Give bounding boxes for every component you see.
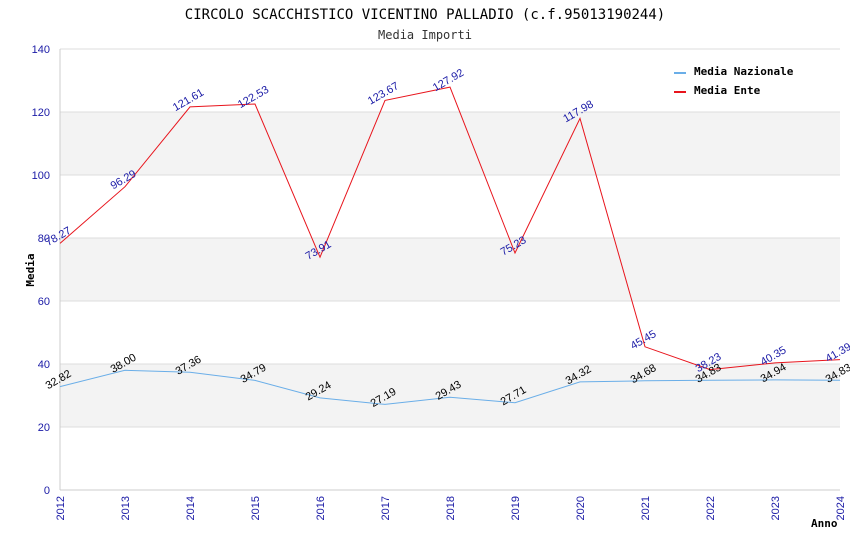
chart-subtitle: Media Importi: [378, 28, 472, 42]
y-tick-label: 20: [38, 422, 50, 434]
x-tick-labels: 2012 2013 2014 2015 2016 2017 2018 2019 2020 2021…: [55, 496, 847, 520]
y-axis-title: Media: [24, 253, 37, 286]
x-tick-label: 2023: [770, 496, 782, 520]
x-tick-label: 2014: [185, 496, 197, 520]
data-label: 121.61: [171, 87, 206, 114]
y-tick-labels: 0 20 40 60 80 100 120 140: [32, 44, 50, 497]
data-label: 45.45: [629, 328, 659, 352]
y-tick-label: 60: [38, 296, 50, 308]
grid-bands: [60, 112, 840, 427]
x-tick-label: 2024: [835, 496, 847, 520]
y-tick-label: 0: [44, 485, 50, 497]
x-axis-title: Anno: [811, 517, 838, 530]
x-tick-label: 2012: [55, 496, 67, 520]
series-line-media-nazionale: [59, 369, 841, 405]
y-tick-label: 40: [38, 359, 50, 371]
x-tick-label: 2013: [120, 496, 132, 520]
legend: Media Nazionale Media Ente: [674, 65, 794, 97]
x-tick-label: 2021: [640, 496, 652, 520]
y-tick-label: 140: [32, 44, 50, 56]
data-label: 127.92: [431, 67, 466, 94]
x-tick-label: 2022: [705, 496, 717, 520]
series-line-media-ente: [59, 86, 841, 371]
x-tick-label: 2019: [510, 496, 522, 520]
y-tick-label: 100: [32, 170, 50, 182]
x-tick-label: 2018: [445, 496, 457, 520]
grid-band: [60, 238, 840, 301]
data-label: 122.53: [236, 84, 271, 111]
x-tick-label: 2015: [250, 496, 262, 520]
y-tick-label: 80: [38, 233, 50, 245]
series-layer: [59, 86, 841, 405]
y-tick-label: 120: [32, 107, 50, 119]
grid-band: [60, 112, 840, 175]
x-tick-label: 2017: [380, 496, 392, 520]
legend-label-media-ente: Media Ente: [694, 84, 761, 97]
x-tick-label: 2016: [315, 496, 327, 520]
grid-band: [60, 364, 840, 427]
legend-label-media-nazionale: Media Nazionale: [694, 65, 794, 78]
x-tick-label: 2020: [575, 496, 587, 520]
chart-title: CIRCOLO SCACCHISTICO VICENTINO PALLADIO …: [185, 7, 665, 23]
